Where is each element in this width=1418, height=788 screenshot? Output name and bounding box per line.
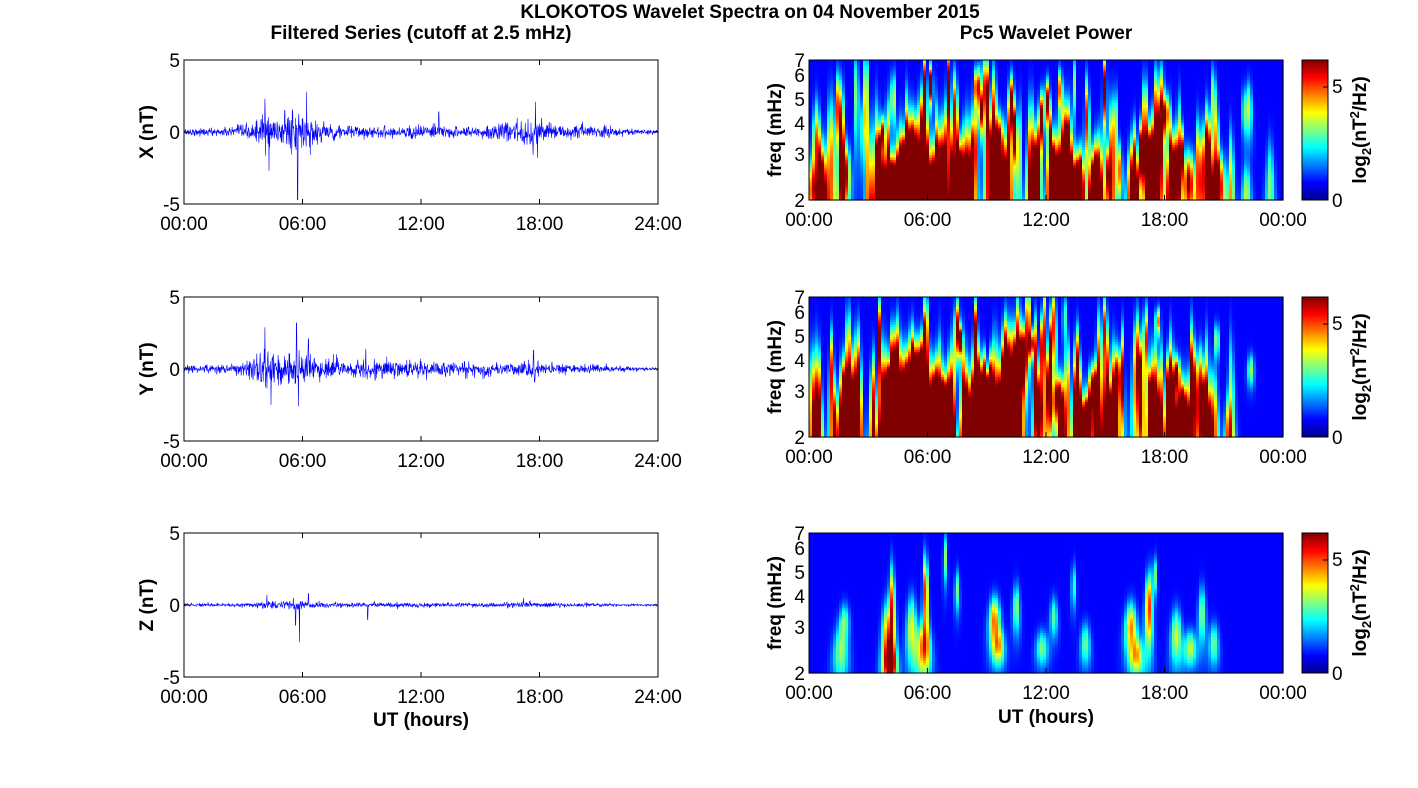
x-series-panel: 5 0 -5 00:00 06:00 12:00 18:00 24:00 X (… bbox=[137, 51, 682, 235]
x-tick-label: 18:00 bbox=[516, 214, 564, 235]
y-tick-label: 0 bbox=[169, 123, 180, 144]
x-tick-label: 00:00 bbox=[160, 214, 208, 235]
right-column-title: Pc5 Wavelet Power bbox=[960, 23, 1133, 44]
figure-title: KLOKOTOS Wavelet Spectra on 04 November … bbox=[520, 2, 980, 23]
y-tick-label: 5 bbox=[169, 51, 180, 72]
x-wavelet-heatmap bbox=[809, 60, 1284, 201]
x-tick-label: 24:00 bbox=[634, 214, 682, 235]
left-column-title: Filtered Series (cutoff at 2.5 mHz) bbox=[271, 23, 572, 44]
x-tick-label: 06:00 bbox=[279, 214, 327, 235]
x-wavelet-panel: 7 6 5 4 3 2 00:00 06:00 12:00 18:00 00:0… bbox=[765, 51, 1374, 231]
figure-canvas: KLOKOTOS Wavelet Spectra on 04 November … bbox=[0, 0, 1418, 788]
y-axis-label: X (nT) bbox=[137, 105, 158, 159]
x-tick-label: 12:00 bbox=[397, 214, 445, 235]
y-tick-label: -5 bbox=[163, 195, 180, 216]
